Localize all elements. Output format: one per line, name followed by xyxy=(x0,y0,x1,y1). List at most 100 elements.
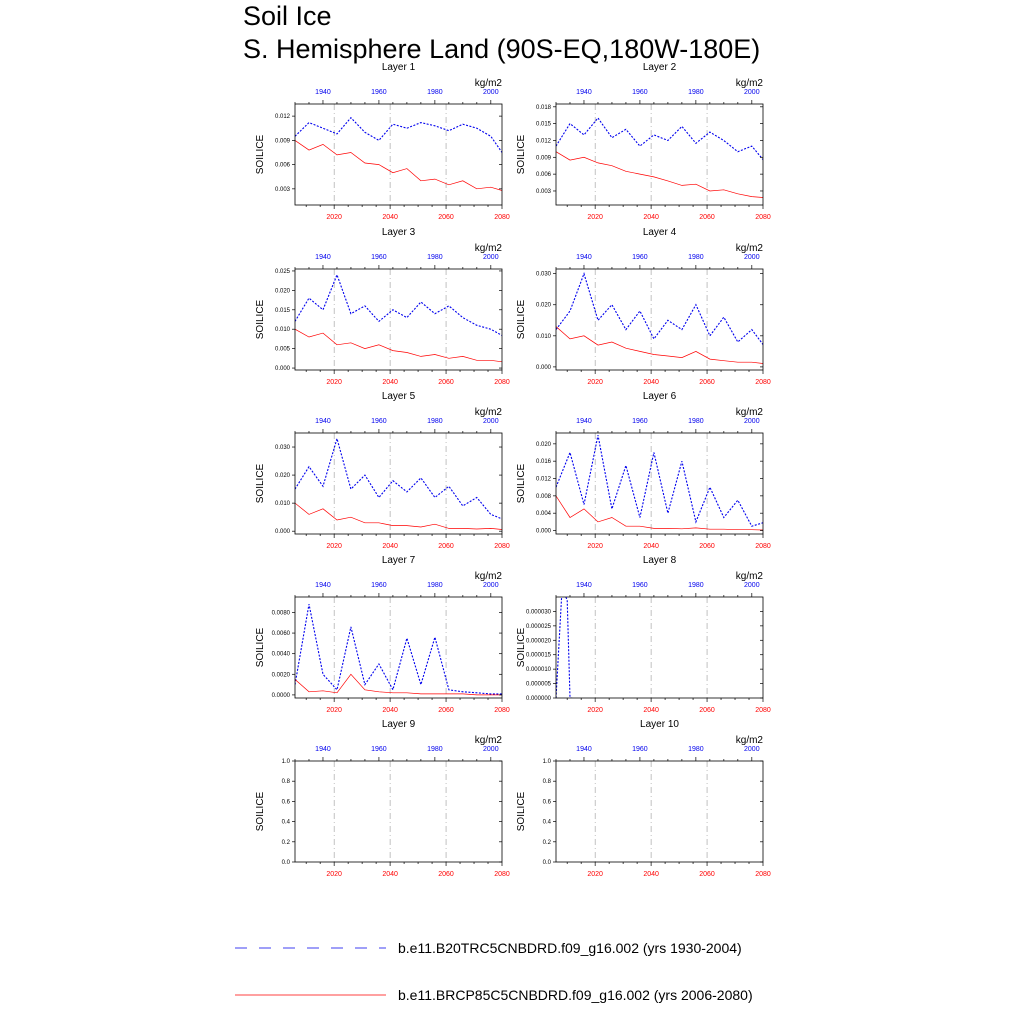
layer-2-y-tick-label: 0.003 xyxy=(536,189,552,195)
layer-2-x-top-tick-label: 2000 xyxy=(744,89,760,96)
layer-9-y-tick-label: 0.0 xyxy=(282,860,291,866)
layer-4-x-top-tick-label: 2000 xyxy=(744,254,760,261)
layer-4-y-tick-label: 0.030 xyxy=(536,272,552,278)
layer-5-x-bottom-tick-label: 2060 xyxy=(438,543,454,550)
layer-8-x-top-tick-label: 2000 xyxy=(744,582,760,589)
layer-5-units-label: kg/m2 xyxy=(475,407,503,418)
layer-6-y-tick-label: 0.004 xyxy=(536,511,552,517)
layer-4-x-bottom-tick-label: 2060 xyxy=(699,379,715,386)
layer-7-x-bottom-tick-label: 2060 xyxy=(438,707,454,714)
layer-2-historical-series-line xyxy=(556,117,763,161)
layer-6-y-tick-label: 0.000 xyxy=(536,529,552,535)
layer-9-x-bottom-tick-label: 2020 xyxy=(326,871,342,878)
figure-title-line1: Soil Ice xyxy=(243,1,332,31)
layer-8-y-tick-label: 0.000020 xyxy=(526,638,552,644)
layer-3-y-tick-label: 0.020 xyxy=(275,288,291,294)
layer-1-units-label: kg/m2 xyxy=(475,78,503,89)
layer-6-y-tick-label: 0.016 xyxy=(536,459,552,465)
layer-5-x-bottom-tick-label: 2040 xyxy=(382,543,398,550)
layer-3-y-tick-label: 0.010 xyxy=(275,327,291,333)
layer-2-x-top-tick-label: 1980 xyxy=(688,89,704,96)
layer-2-y-tick-label: 0.015 xyxy=(536,122,552,128)
layer-6-x-top-tick-label: 1980 xyxy=(688,418,704,425)
legend: b.e11.B20TRC5CNBDRD.f09_g16.002 (yrs 193… xyxy=(235,940,753,1003)
layer-9-y-tick-label: 0.2 xyxy=(282,840,291,846)
layer-5-future-series-line xyxy=(295,502,502,530)
layer-7-y-tick-label: 0.0040 xyxy=(272,652,291,658)
layer-10-y-tick-label: 0.4 xyxy=(543,820,552,826)
layer-1-x-bottom-tick-label: 2020 xyxy=(326,214,342,221)
layer-1-y-tick-label: 0.003 xyxy=(275,187,291,193)
layer-6-y-axis-label: SOILICE xyxy=(516,463,527,503)
layer-9-plot-frame xyxy=(294,760,503,863)
layer-7-panel: Layer 7 kg/m2 0.0000 0.0020 0.0040 0.0060 0.00… xyxy=(255,555,510,714)
layer-4-panel: Layer 4 kg/m2 0.000 0.010 0.020 0.030 SOILICE 2… xyxy=(516,227,771,386)
layer-9-x-top-tick-label: 2000 xyxy=(483,746,499,753)
layer-5-y-axis-label: SOILICE xyxy=(255,463,266,503)
layer-4-x-bottom-tick-label: 2020 xyxy=(587,379,603,386)
layer-9-x-bottom-tick-label: 2080 xyxy=(494,871,510,878)
layer-1-future-series-line xyxy=(295,140,502,191)
layer-6-x-top-tick-label: 2000 xyxy=(744,418,760,425)
layer-3-y-tick-label: 0.025 xyxy=(275,269,291,275)
layer-4-x-top-tick-label: 1940 xyxy=(576,254,592,261)
layer-6-x-top-tick-label: 1960 xyxy=(632,418,648,425)
layer-2-title: Layer 2 xyxy=(643,62,677,73)
layer-8-plot-frame xyxy=(555,596,764,699)
layer-1-x-top-tick-label: 1940 xyxy=(315,89,331,96)
layer-3-future-series-line xyxy=(295,328,502,363)
layer-2-panel: Layer 2 kg/m2 0.003 0.006 0.009 0.012 0.015 0.0… xyxy=(516,62,771,221)
layer-10-y-tick-label: 0.8 xyxy=(543,779,552,785)
layer-3-title: Layer 3 xyxy=(382,227,416,238)
layer-6-panel: Layer 6 kg/m2 0.000 0.004 0.008 0.012 0.016 0.0… xyxy=(516,391,771,550)
layer-4-x-bottom-tick-label: 2040 xyxy=(643,379,659,386)
layer-1-title: Layer 1 xyxy=(382,62,416,73)
layer-2-y-tick-label: 0.006 xyxy=(536,172,552,178)
layer-7-units-label: kg/m2 xyxy=(475,571,503,582)
layer-10-x-bottom-tick-label: 2060 xyxy=(699,871,715,878)
layer-2-x-bottom-tick-label: 2020 xyxy=(587,214,603,221)
layer-1-x-top-tick-label: 1960 xyxy=(371,89,387,96)
layer-7-y-tick-label: 0.0020 xyxy=(272,672,291,678)
layer-10-units-label: kg/m2 xyxy=(736,735,764,746)
layer-10-x-top-tick-label: 1960 xyxy=(632,746,648,753)
layer-4-y-tick-label: 0.000 xyxy=(536,365,552,371)
legend-future-label: b.e11.BRCP85C5CNBDRD.f09_g16.002 (yrs 20… xyxy=(398,987,753,1003)
layer-5-historical-series-line xyxy=(295,436,502,520)
layer-8-historical-series-line xyxy=(556,597,573,698)
layer-6-title: Layer 6 xyxy=(643,391,677,402)
layer-5-y-tick-label: 0.020 xyxy=(275,473,291,479)
layer-1-x-bottom-tick-label: 2040 xyxy=(382,214,398,221)
layer-10-y-axis-label: SOILICE xyxy=(516,791,527,831)
layer-7-plot-frame xyxy=(294,596,503,699)
layer-10-plot-frame xyxy=(555,760,764,863)
layer-8-y-axis-label: SOILICE xyxy=(516,627,527,667)
panels-grid: Layer 1 kg/m2 0.003 0.006 0.009 0.012 SOILICE 2… xyxy=(255,62,771,878)
layer-10-title: Layer 10 xyxy=(640,719,679,730)
layer-7-y-tick-label: 0.0080 xyxy=(272,610,291,616)
layer-3-x-bottom-tick-label: 2080 xyxy=(494,379,510,386)
layer-6-units-label: kg/m2 xyxy=(736,407,764,418)
layer-8-x-bottom-tick-label: 2080 xyxy=(755,707,771,714)
layer-9-x-top-tick-label: 1980 xyxy=(427,746,443,753)
layer-8-y-tick-label: 0.000000 xyxy=(526,696,552,702)
layer-5-y-tick-label: 0.000 xyxy=(275,529,291,535)
layer-3-x-top-tick-label: 2000 xyxy=(483,254,499,261)
layer-1-y-tick-label: 0.009 xyxy=(275,138,291,144)
layer-4-y-tick-label: 0.020 xyxy=(536,303,552,309)
layer-4-units-label: kg/m2 xyxy=(736,243,764,254)
layer-7-y-tick-label: 0.0060 xyxy=(272,631,291,637)
layer-8-x-bottom-tick-label: 2060 xyxy=(699,707,715,714)
layer-10-x-top-tick-label: 1940 xyxy=(576,746,592,753)
layer-2-units-label: kg/m2 xyxy=(736,78,764,89)
layer-5-title: Layer 5 xyxy=(382,391,416,402)
layer-2-y-axis-label: SOILICE xyxy=(516,134,527,174)
layer-6-historical-series-line xyxy=(556,435,763,527)
layer-10-x-top-tick-label: 1980 xyxy=(688,746,704,753)
layer-9-panel: Layer 9 kg/m2 0.0 0.2 0.4 0.6 0.8 1.0 SOILICE 202… xyxy=(255,719,510,878)
layer-4-x-top-tick-label: 1980 xyxy=(688,254,704,261)
layer-1-x-top-tick-label: 1980 xyxy=(427,89,443,96)
layer-10-x-top-tick-label: 2000 xyxy=(744,746,760,753)
layer-9-y-axis-label: SOILICE xyxy=(255,791,266,831)
